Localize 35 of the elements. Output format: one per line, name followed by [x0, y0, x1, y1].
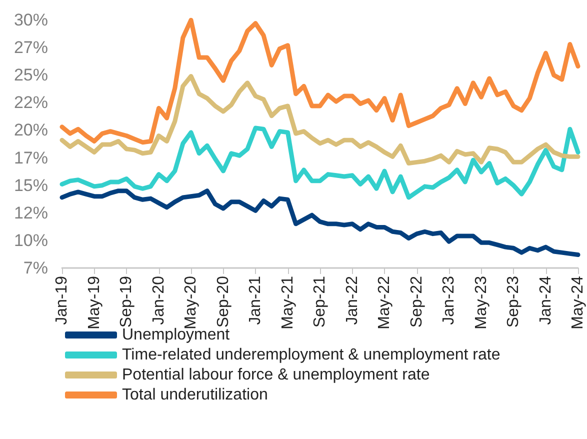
legend-label: Total underutilization: [122, 386, 268, 404]
x-tick-label: Jan-19: [54, 276, 70, 325]
x-tick-label: May-23: [472, 276, 490, 330]
line-series: [60, 18, 580, 145]
x-tick-label: Jan-22: [344, 276, 361, 325]
line-series: [60, 74, 580, 166]
y-tick-label: 27%: [14, 38, 48, 58]
y-tick-label: 22%: [14, 93, 48, 112]
x-tick-label: Sep-23: [505, 276, 522, 328]
y-tick-label: 30%: [14, 10, 48, 30]
legend-label: Potential labour force & unemployment rate: [122, 366, 430, 384]
x-tick-label: Sep-22: [408, 276, 426, 328]
legend-label: Unemployment: [122, 326, 230, 344]
x-tick-label: Sep-21: [312, 276, 328, 328]
y-tick-label: 20%: [14, 120, 48, 140]
line-series: [60, 188, 580, 258]
x-tick-label: Jan-21: [247, 276, 264, 325]
y-tick-label: 7%: [23, 258, 48, 278]
x-tick-label: May-22: [376, 276, 393, 330]
x-tick-label: May-19: [86, 276, 103, 330]
y-tick-label: 17%: [14, 148, 48, 168]
x-tick-label: Jan-20: [150, 276, 168, 325]
x-tick-label: May-20: [182, 276, 200, 330]
x-tick-label: May-24: [570, 276, 586, 330]
x-tick-label: Jan-24: [537, 276, 554, 325]
x-tick-label: Sep-19: [118, 276, 135, 328]
y-tick-label: 25%: [14, 66, 48, 85]
legend-label: Time-related underemployment & unemployment rate: [122, 346, 500, 364]
x-tick-label: Sep-20: [214, 276, 232, 328]
line-series: [60, 126, 580, 200]
y-tick-label: 10%: [14, 230, 48, 250]
y-tick-label: 12%: [14, 203, 48, 222]
y-tick-label: 15%: [14, 176, 48, 195]
x-tick-label: May-21: [279, 276, 296, 330]
x-tick-label: Jan-23: [440, 276, 458, 325]
